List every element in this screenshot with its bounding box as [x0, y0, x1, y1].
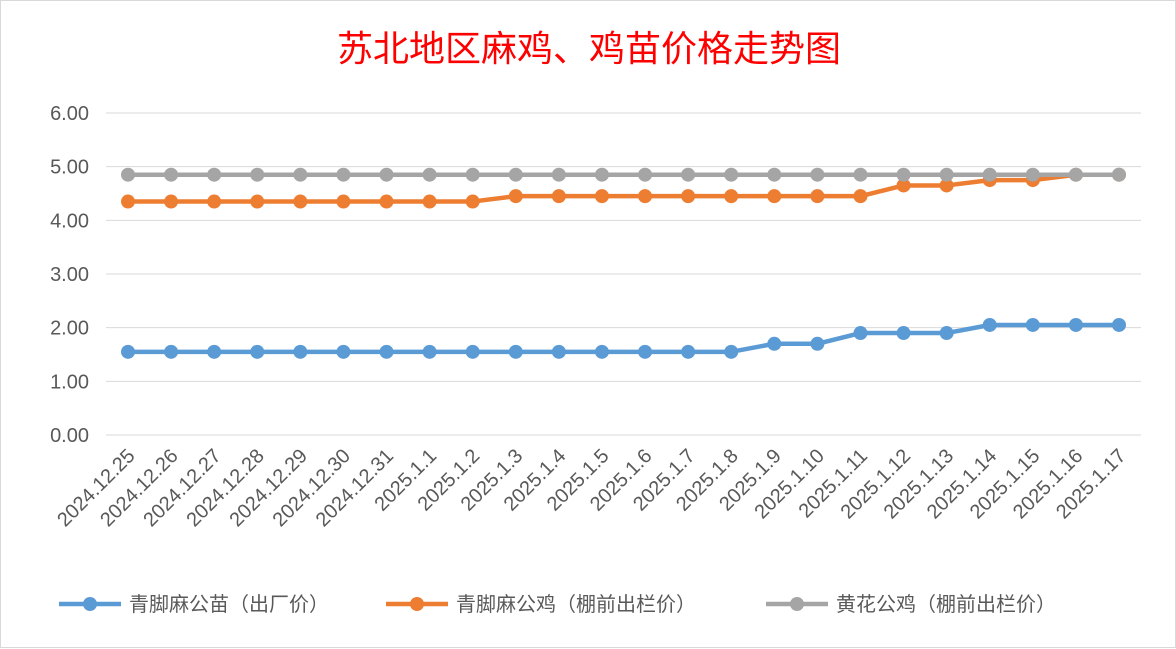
data-point [551, 344, 566, 359]
data-point [207, 344, 222, 359]
data-point [121, 194, 135, 209]
legend-item: 黄花公鸡（棚前出栏价） [766, 592, 1056, 616]
data-point [164, 167, 179, 182]
data-point [465, 344, 480, 359]
data-point [767, 167, 782, 182]
data-point [164, 344, 179, 359]
data-point [810, 336, 825, 351]
legend-label: 青脚麻公苗（出厂价） [129, 592, 329, 616]
data-point [293, 194, 308, 209]
series-3 [121, 167, 1126, 182]
data-point [250, 167, 265, 182]
legend-item: 青脚麻公鸡（棚前出栏价） [386, 592, 696, 616]
data-point [853, 326, 868, 341]
data-point [293, 344, 308, 359]
legend-swatch-marker [410, 597, 424, 611]
data-point [810, 189, 825, 204]
data-point [1025, 167, 1040, 182]
data-point [551, 167, 566, 182]
data-point [465, 194, 480, 209]
data-point [422, 167, 437, 182]
series-1 [121, 317, 1126, 359]
data-point [939, 167, 954, 182]
data-point [379, 167, 394, 182]
data-point [724, 344, 739, 359]
y-tick-label: 1.00 [50, 371, 89, 393]
data-point [1112, 317, 1126, 332]
y-tick-label: 5.00 [50, 157, 89, 179]
data-point [1112, 167, 1126, 182]
legend-item: 青脚麻公苗（出厂价） [59, 592, 329, 616]
series-line [128, 322, 1119, 355]
y-tick-label: 0.00 [50, 425, 89, 447]
series-lines [121, 167, 1126, 359]
legend-label: 青脚麻公鸡（棚前出栏价） [456, 592, 696, 616]
legend-swatch-marker [790, 597, 804, 611]
data-point [810, 167, 825, 182]
data-point [207, 167, 222, 182]
data-point [379, 344, 394, 359]
data-point [164, 194, 179, 209]
data-point [681, 189, 696, 204]
data-point [508, 167, 523, 182]
data-point [336, 194, 351, 209]
data-point [939, 326, 954, 341]
data-point [896, 178, 911, 193]
data-point [638, 344, 653, 359]
data-point [121, 344, 135, 359]
y-tick-label: 6.00 [50, 103, 89, 125]
data-point [594, 344, 609, 359]
data-point [422, 194, 437, 209]
data-point [422, 344, 437, 359]
data-point [724, 189, 739, 204]
data-point [896, 326, 911, 341]
series-line [128, 172, 1119, 204]
data-point [1025, 317, 1040, 332]
data-point [896, 167, 911, 182]
data-point [767, 336, 782, 351]
data-point [250, 344, 265, 359]
data-point [594, 189, 609, 204]
data-point [250, 194, 265, 209]
data-point [508, 344, 523, 359]
y-tick-label: 3.00 [50, 264, 89, 286]
y-tick-label: 4.00 [50, 210, 89, 232]
data-point [853, 167, 868, 182]
data-point [121, 167, 135, 182]
data-point [594, 167, 609, 182]
data-point [853, 189, 868, 204]
data-point [638, 189, 653, 204]
data-point [1068, 167, 1083, 182]
data-point [336, 344, 351, 359]
data-point [982, 167, 997, 182]
data-point [1068, 317, 1083, 332]
y-tick-label: 2.00 [50, 318, 89, 340]
legend-swatch-marker [83, 597, 97, 611]
data-point [551, 189, 566, 204]
data-point [681, 167, 696, 182]
data-point [724, 167, 739, 182]
legend-label: 黄花公鸡（棚前出栏价） [836, 592, 1056, 616]
legend: 青脚麻公苗（出厂价） 青脚麻公鸡（棚前出栏价） 黄花公鸡（棚前出栏价） [59, 592, 1056, 616]
data-point [508, 189, 523, 204]
data-point [293, 167, 308, 182]
y-axis-tick-labels: 0.00 1.00 2.00 3.00 4.00 5.00 6.00 [50, 103, 89, 447]
data-point [982, 317, 997, 332]
chart-title: 苏北地区麻鸡、鸡苗价格走势图 [337, 29, 841, 70]
gridlines [106, 112, 1141, 436]
data-point [939, 178, 954, 193]
data-point [638, 167, 653, 182]
data-point [379, 194, 394, 209]
data-point [767, 189, 782, 204]
data-point [336, 167, 351, 182]
data-point [465, 167, 480, 182]
data-point [207, 194, 222, 209]
x-axis-tick-labels: 2024.12.252024.12.262024.12.272024.12.28… [53, 445, 1130, 531]
data-point [681, 344, 696, 359]
